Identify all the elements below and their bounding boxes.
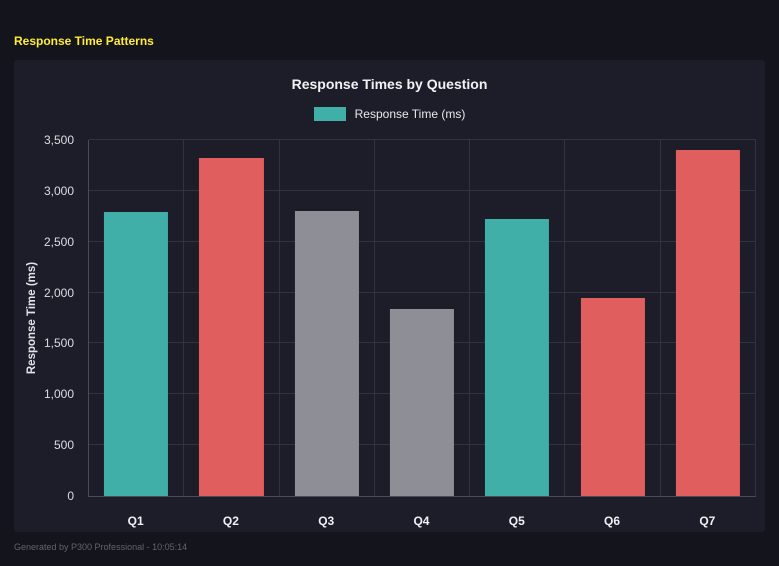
plot-area [88,139,756,497]
category-slot-q3 [280,140,375,496]
bar-q1[interactable] [104,212,169,496]
gridline [89,291,756,293]
category-slot-q2 [184,140,280,496]
chart-title: Response Times by Question [291,76,488,92]
x-axis-labels: Q1 Q2 Q3 Q4 Q5 Q6 Q7 [88,498,755,528]
gridline [89,240,756,242]
bar-q5[interactable] [485,219,550,496]
x-tick-label-q6: Q6 [604,514,621,528]
gridline [89,189,756,191]
category-slot-q4 [375,140,471,496]
page-title: Response Time Patterns [14,34,154,48]
category-slot-q5 [470,140,566,496]
x-tick-label-q1: Q1 [127,514,144,528]
chart-legend[interactable]: Response Time (ms) [14,107,765,121]
category-slot-q1 [89,140,185,496]
chart-panel: Response Times by Question Response Time… [14,60,765,532]
bars-container [89,140,756,496]
category-slot-q6 [565,140,661,496]
y-tick-label: 0 [67,489,74,503]
footer-text: Generated by P300 Professional - 10:05:1… [14,542,188,552]
x-tick-label-q3: Q3 [318,514,335,528]
y-axis-ticks: 0 500 1,000 1,500 2,000 2,500 3,000 3,500 [14,133,80,503]
y-tick-label: 1,500 [43,336,74,351]
y-tick-label: 2,000 [43,285,74,300]
x-tick-label-q4: Q4 [413,514,430,528]
x-tick-label-q5: Q5 [508,514,525,528]
bar-q4[interactable] [389,308,455,496]
category-slot-q7 [661,140,756,496]
y-tick-label: 2,500 [43,234,74,249]
gridline [89,139,756,140]
y-tick-label: 500 [53,438,74,453]
y-tick-label: 1,000 [43,387,74,402]
bar-q2[interactable] [199,158,264,496]
legend-swatch [313,107,346,121]
x-tick-label-q2: Q2 [222,514,239,528]
y-tick-label: 3,000 [43,183,74,198]
x-tick-label-q7: Q7 [699,514,716,528]
bar-q6[interactable] [580,297,645,496]
legend-label: Response Time (ms) [354,107,466,121]
bar-q3[interactable] [294,211,359,496]
y-tick-label: 3,500 [43,133,74,147]
bar-q7[interactable] [675,150,740,496]
